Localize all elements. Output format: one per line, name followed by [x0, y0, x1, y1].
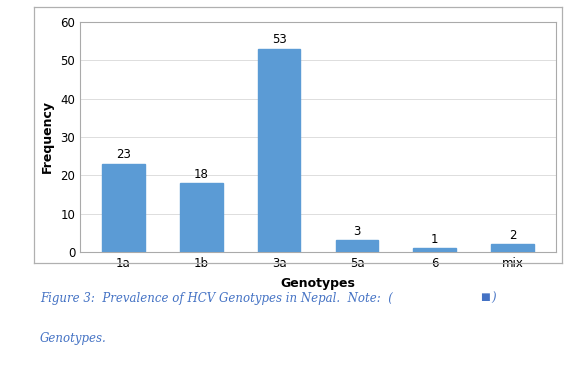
Bar — [180, 183, 222, 252]
Bar — [102, 164, 145, 252]
Bar — [336, 240, 378, 252]
Bar — [258, 49, 300, 252]
Text: 23: 23 — [116, 149, 131, 161]
Text: ): ) — [491, 292, 496, 305]
Text: Figure 3:  Prevalence of HCV Genotypes in Nepal.  Note:  (: Figure 3: Prevalence of HCV Genotypes in… — [40, 292, 393, 305]
Text: 18: 18 — [194, 168, 209, 181]
Bar — [414, 248, 456, 252]
Text: 53: 53 — [272, 34, 286, 46]
Text: 2: 2 — [509, 229, 516, 242]
Bar — [491, 244, 534, 252]
Text: ■: ■ — [480, 292, 490, 302]
X-axis label: Genotypes: Genotypes — [281, 277, 355, 290]
Y-axis label: Frequency: Frequency — [41, 100, 53, 173]
Text: 3: 3 — [354, 225, 360, 238]
Text: 1: 1 — [431, 233, 438, 246]
Text: Genotypes.: Genotypes. — [40, 332, 107, 345]
